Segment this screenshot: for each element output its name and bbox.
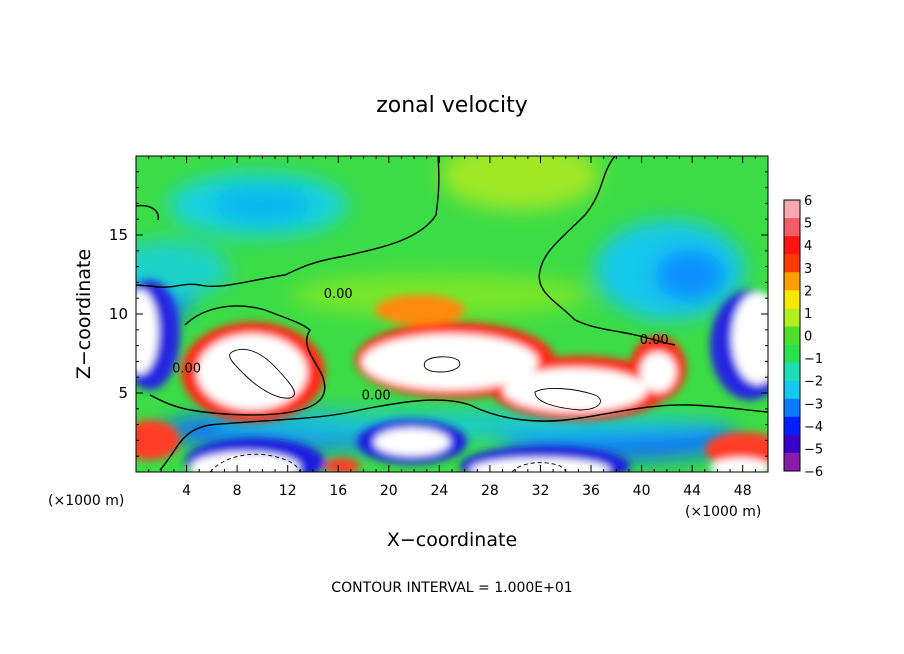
- colorbar-label: 2: [804, 284, 812, 299]
- colorbar-swatch: [784, 236, 800, 255]
- inner-contour-left: [229, 348, 295, 399]
- x-tick-label: 28: [481, 483, 499, 499]
- x-tick-label: 8: [233, 483, 242, 499]
- upper-yellow-green-patch: [440, 156, 600, 210]
- bottom-white-cell-left: [190, 452, 300, 472]
- colorbar-swatch: [784, 200, 800, 219]
- x-tick-label: 20: [380, 483, 398, 499]
- contour-label: 0.00: [324, 287, 353, 302]
- colorbar-label: 3: [804, 262, 812, 277]
- y-axis-label: Z−coordinate: [73, 249, 95, 379]
- x-tick-label: 32: [532, 483, 550, 499]
- small-red-blob: [324, 458, 360, 472]
- chart-title: zonal velocity: [376, 93, 528, 118]
- bottom-left-red: [136, 420, 180, 460]
- left-edge-white-cell: [136, 290, 158, 374]
- colorbar-label: 4: [804, 239, 812, 254]
- x-tick-label: 24: [430, 483, 448, 499]
- colorbar-swatch: [784, 218, 800, 237]
- colorbar: 6 5 4 3 2 1 0 −1 −2 −3 −4 −5 −6: [783, 194, 823, 480]
- colorbar-label: −5: [804, 442, 823, 457]
- y-tick-label: 10: [109, 305, 128, 323]
- x-tick-label: 12: [279, 483, 297, 499]
- colorbar-swatch: [784, 362, 800, 381]
- zero-contour-middle: [149, 305, 326, 416]
- colorbar-frame: [783, 199, 801, 472]
- contour-label: 0.00: [362, 388, 391, 403]
- far-right-white-cell: [640, 352, 676, 392]
- center-red-upper: [375, 295, 465, 325]
- zero-contour-right: [538, 156, 676, 346]
- bottom-white-cell-mid: [374, 428, 450, 456]
- left-white-cell: [197, 334, 307, 410]
- inner-contour-right: [534, 388, 601, 411]
- x-unit-left: (×1000 m): [48, 493, 124, 509]
- contour-labels: 0.00 0.00 0.00 0.00: [172, 287, 669, 403]
- strong-flow-cells: [136, 280, 768, 472]
- contour-label: 0.00: [640, 333, 669, 348]
- colorbar-swatch: [784, 434, 800, 454]
- colorbar-label: −1: [804, 352, 823, 367]
- colorbar-label: −2: [804, 375, 823, 390]
- x-tick-label: 44: [683, 483, 701, 499]
- right-edge-white-cell: [732, 292, 768, 384]
- contour-interval-note: CONTOUR INTERVAL = 1.000E+01: [331, 580, 572, 596]
- x-tick-label: 4: [182, 483, 191, 499]
- middle-light-green-band: [290, 273, 590, 317]
- x-tick-label: 36: [582, 483, 600, 499]
- colorbar-label: 6: [804, 194, 812, 209]
- colorbar-label: 0: [804, 330, 812, 345]
- colorbar-label: 5: [804, 217, 812, 232]
- bottom-right-white-cell: [710, 458, 768, 472]
- colorbar-swatch: [784, 290, 800, 309]
- colorbar-label: −3: [804, 397, 823, 412]
- colorbar-swatch: [784, 398, 800, 418]
- x-axis: 4 8 12 16 20 24 28 32 36 40 44 48: [148, 156, 756, 499]
- y-tick-label: 5: [118, 384, 128, 402]
- x-tick-label: 48: [734, 483, 752, 499]
- upper-right-blue-core: [655, 250, 725, 300]
- zero-contour-left-edge: [136, 204, 159, 221]
- zero-contour-lower: [159, 399, 768, 471]
- colorbar-label: 1: [804, 307, 812, 322]
- contour-label: 0.00: [172, 361, 201, 376]
- colorbar-swatch: [784, 380, 800, 400]
- colorbar-swatch: [784, 254, 800, 273]
- colorbar-swatch: [784, 344, 800, 363]
- upper-left-cyan-core: [212, 189, 312, 221]
- y-axis: 5 10 15: [109, 171, 768, 457]
- x-tick-label: 16: [329, 483, 347, 499]
- y-tick-label: 15: [109, 226, 128, 244]
- colorbar-swatch: [784, 326, 800, 345]
- plot-area: 0.00 0.00 0.00 0.00: [136, 156, 768, 472]
- colorbar-label: −4: [804, 420, 823, 435]
- colorbar-label: −6: [804, 465, 823, 480]
- colorbar-swatch: [784, 416, 800, 436]
- colorbar-swatch: [784, 452, 800, 472]
- zero-contour-upper: [136, 156, 440, 288]
- x-tick-label: 40: [633, 483, 651, 499]
- left-cyan-fringe: [136, 240, 230, 300]
- colorbar-swatch: [784, 272, 800, 291]
- x-unit-right: (×1000 m): [685, 504, 761, 520]
- x-axis-label: X−coordinate: [387, 529, 517, 551]
- center-white-cell: [362, 334, 538, 390]
- inner-contour-center: [423, 356, 461, 373]
- colorbar-swatch: [784, 308, 800, 327]
